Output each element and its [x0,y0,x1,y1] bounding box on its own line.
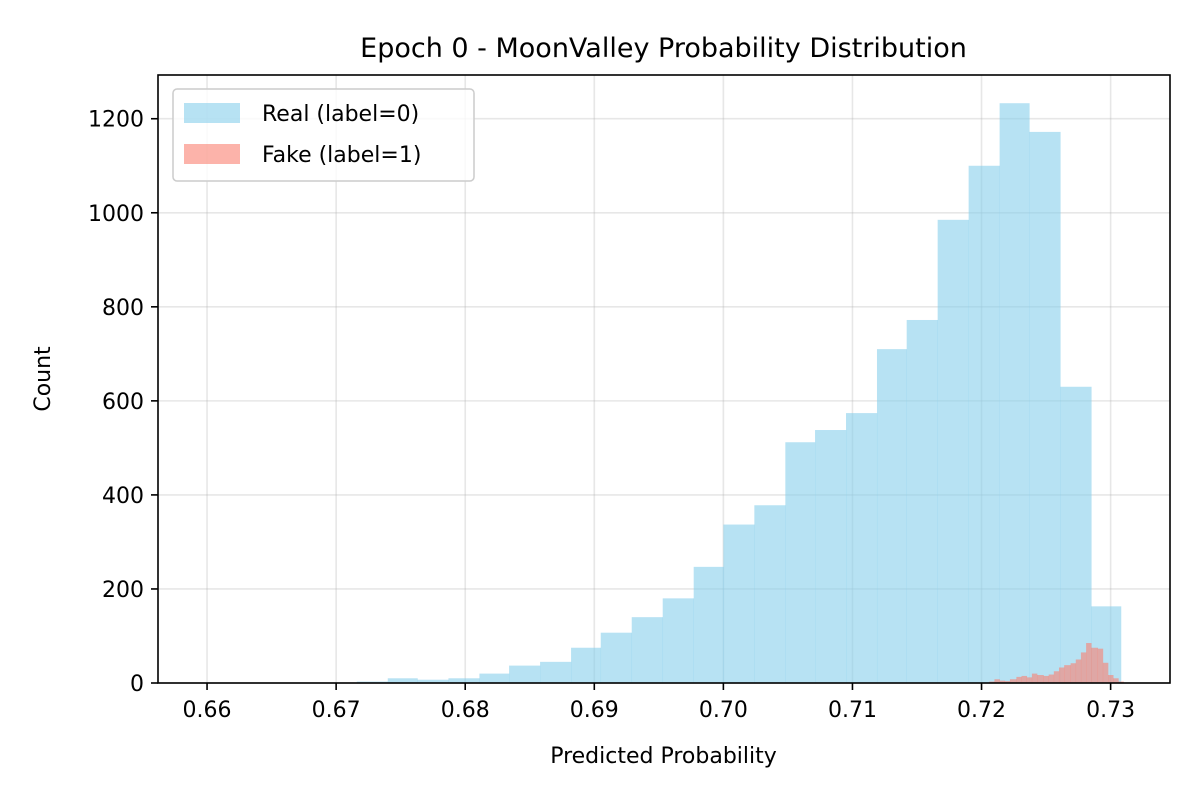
series-0 [203,103,1122,684]
y-tick-label: 600 [102,390,144,415]
histogram-bar [1070,663,1077,683]
x-tick-label: 0.69 [570,698,619,723]
histogram-bar [937,219,969,683]
histogram-bar [1029,131,1061,683]
x-tick-label: 0.68 [441,698,490,723]
histogram-bar [693,566,724,683]
histogram-bar [1058,667,1065,683]
x-tick-label: 0.71 [828,698,877,723]
histogram-bar [1053,671,1060,683]
legend: Real (label=0) Fake (label=1) [172,88,475,182]
plot-frame [157,74,1171,684]
histogram-bar [387,678,418,683]
histogram-bar [509,665,541,683]
x-tick-label: 0.67 [312,698,361,723]
histogram-bar [1031,673,1038,683]
histogram-bar [1009,679,1017,683]
histogram-bar [1102,662,1109,683]
histogram-bar [1043,675,1049,683]
x-tick-label: 0.66 [183,698,232,723]
y-tick-label: 0 [130,672,144,697]
histogram-bar [1016,676,1022,683]
histogram-bar [1086,643,1092,683]
histogram-bar [815,430,847,683]
histogram-bar [906,319,938,683]
y-tick-label: 200 [102,578,144,603]
bars [203,103,1124,684]
histogram-bar [631,617,664,683]
histogram-bar [540,661,572,683]
histogram-bar [785,442,816,683]
x-tick-label: 0.70 [699,698,748,723]
histogram-bar [1080,652,1087,683]
histogram-bar [417,679,449,683]
histogram-bar [723,524,755,683]
histogram-bar [999,103,1030,684]
y-tick-label: 800 [102,296,144,321]
histogram-bar [846,413,878,683]
legend-box [172,88,475,182]
histogram-bar [1048,674,1055,683]
legend-label-fake: Fake (label=1) [262,143,421,168]
histogram-bar [448,678,480,683]
series-1 [982,643,1124,683]
chart-title: Epoch 0 - MoonValley Probability Distrib… [360,33,967,64]
x-tick-label: 0.72 [957,698,1006,723]
histogram-bar [968,165,1000,683]
histogram-bar [1108,675,1114,683]
x-tick-label: 0.73 [1086,698,1135,723]
y-tick-label: 1200 [88,108,144,133]
y-axis-title: Count [31,346,56,412]
histogram-bar [994,679,1000,683]
y-tick-label: 1000 [88,202,144,227]
histogram-bar [662,598,694,683]
histogram-bar [876,349,907,683]
histogram-bar [1075,659,1082,683]
histogram-bar [1060,386,1092,683]
histogram-bar [1026,677,1033,683]
histogram-bar [1091,647,1099,683]
histogram-bar [999,680,1006,683]
y-tick-label: 400 [102,484,144,509]
histogram-bar [1037,675,1044,683]
y-axis: 0 200 400 600 800 1000 1200 [88,108,158,697]
x-axis-title: Predicted Probability [550,744,777,769]
histogram-bar [1021,675,1028,683]
legend-swatch-fake [184,144,240,164]
histogram-bar [754,505,786,683]
x-axis: 0.66 0.67 0.68 0.69 0.70 0.71 0.72 0.73 [183,683,1135,723]
histogram-bar [1004,681,1011,683]
legend-swatch-real [184,103,240,123]
histogram-bar [1064,665,1071,683]
histogram-bar [1113,678,1119,683]
histogram-bar [479,673,510,683]
histogram-bar [1097,648,1104,683]
legend-label-real: Real (label=0) [262,102,419,127]
histogram-bar [600,632,633,683]
histogram-bar [571,647,602,683]
